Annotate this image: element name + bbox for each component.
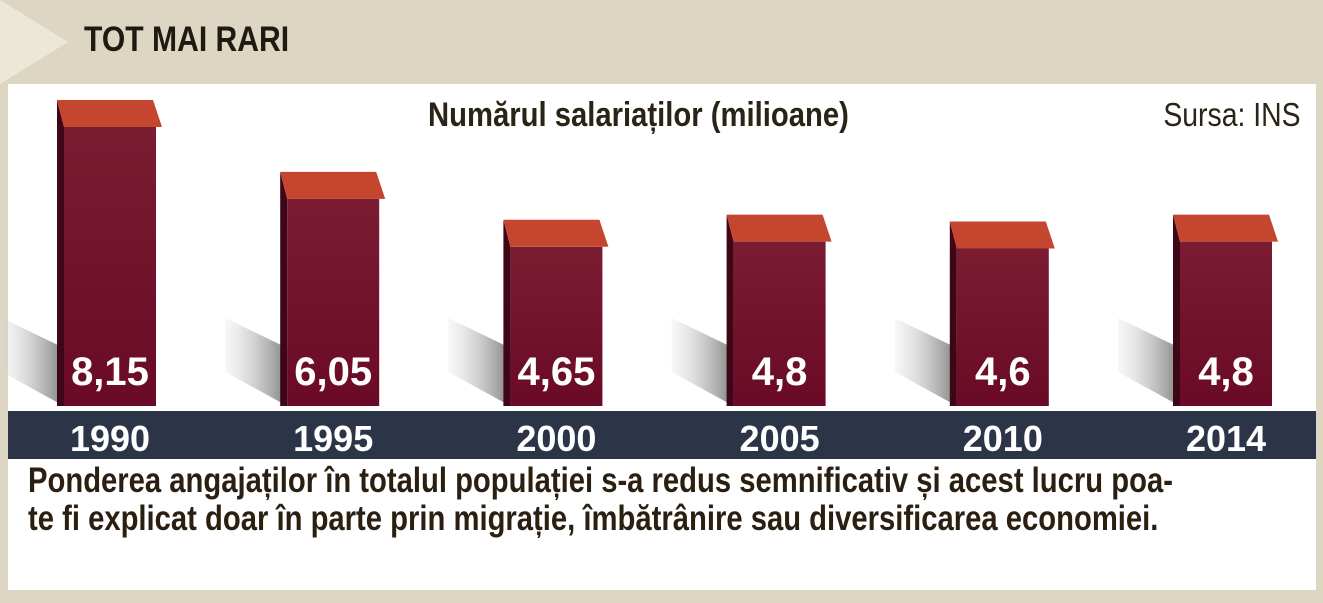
chart-title: Numărul salariaților (milioane) bbox=[428, 96, 849, 134]
bar-side bbox=[726, 214, 734, 406]
bar-shadow bbox=[2, 318, 64, 406]
data-label: 4,8 bbox=[752, 350, 808, 394]
bar bbox=[64, 126, 156, 406]
bar-shadow bbox=[448, 318, 511, 406]
bar-top bbox=[726, 214, 832, 242]
header-arrow-shape bbox=[0, 0, 68, 84]
header-title: TOT MAI RARI bbox=[84, 20, 290, 59]
data-label: 6,05 bbox=[294, 350, 372, 394]
bar bbox=[1180, 241, 1272, 406]
header-bar: TOT MAI RARI bbox=[0, 0, 1323, 84]
x-tick-label: 2010 bbox=[963, 418, 1043, 459]
bar-top bbox=[57, 99, 162, 127]
bar-shadow bbox=[225, 318, 288, 406]
data-label: 4,6 bbox=[975, 350, 1031, 394]
bar-top bbox=[949, 221, 1055, 249]
caption-line-2: te fi explicat doar în parte prin migraț… bbox=[28, 499, 1159, 538]
data-label: 4,65 bbox=[517, 350, 595, 394]
x-tick-label: 1990 bbox=[70, 418, 150, 459]
bar bbox=[287, 198, 380, 406]
bar-top bbox=[503, 219, 609, 247]
bar-shadow bbox=[894, 318, 957, 406]
bar-side bbox=[280, 171, 288, 406]
bar bbox=[956, 248, 1049, 406]
x-tick-label: 2000 bbox=[516, 418, 596, 459]
bar-top bbox=[280, 171, 386, 199]
data-label: 8,15 bbox=[71, 350, 149, 394]
x-tick-label: 2005 bbox=[740, 418, 820, 459]
bar-side bbox=[503, 219, 511, 406]
bar-top bbox=[1173, 214, 1278, 242]
caption-text: Ponderea angajaților în totalul populați… bbox=[28, 461, 1173, 538]
bar-shadow bbox=[1118, 318, 1180, 406]
bar-side bbox=[1173, 214, 1180, 406]
bar bbox=[510, 246, 603, 406]
bar-shadow bbox=[671, 318, 734, 406]
caption-line-1: Ponderea angajaților în totalul populați… bbox=[28, 461, 1173, 500]
x-tick-label: 1995 bbox=[293, 418, 373, 459]
chart-source: Sursa: INS bbox=[1163, 96, 1301, 133]
bar bbox=[733, 241, 826, 406]
bar-side bbox=[949, 221, 957, 406]
x-tick-label: 2014 bbox=[1186, 418, 1266, 459]
data-label: 4,8 bbox=[1198, 350, 1254, 394]
bar-side bbox=[57, 99, 64, 406]
x-axis-band bbox=[8, 411, 1316, 459]
